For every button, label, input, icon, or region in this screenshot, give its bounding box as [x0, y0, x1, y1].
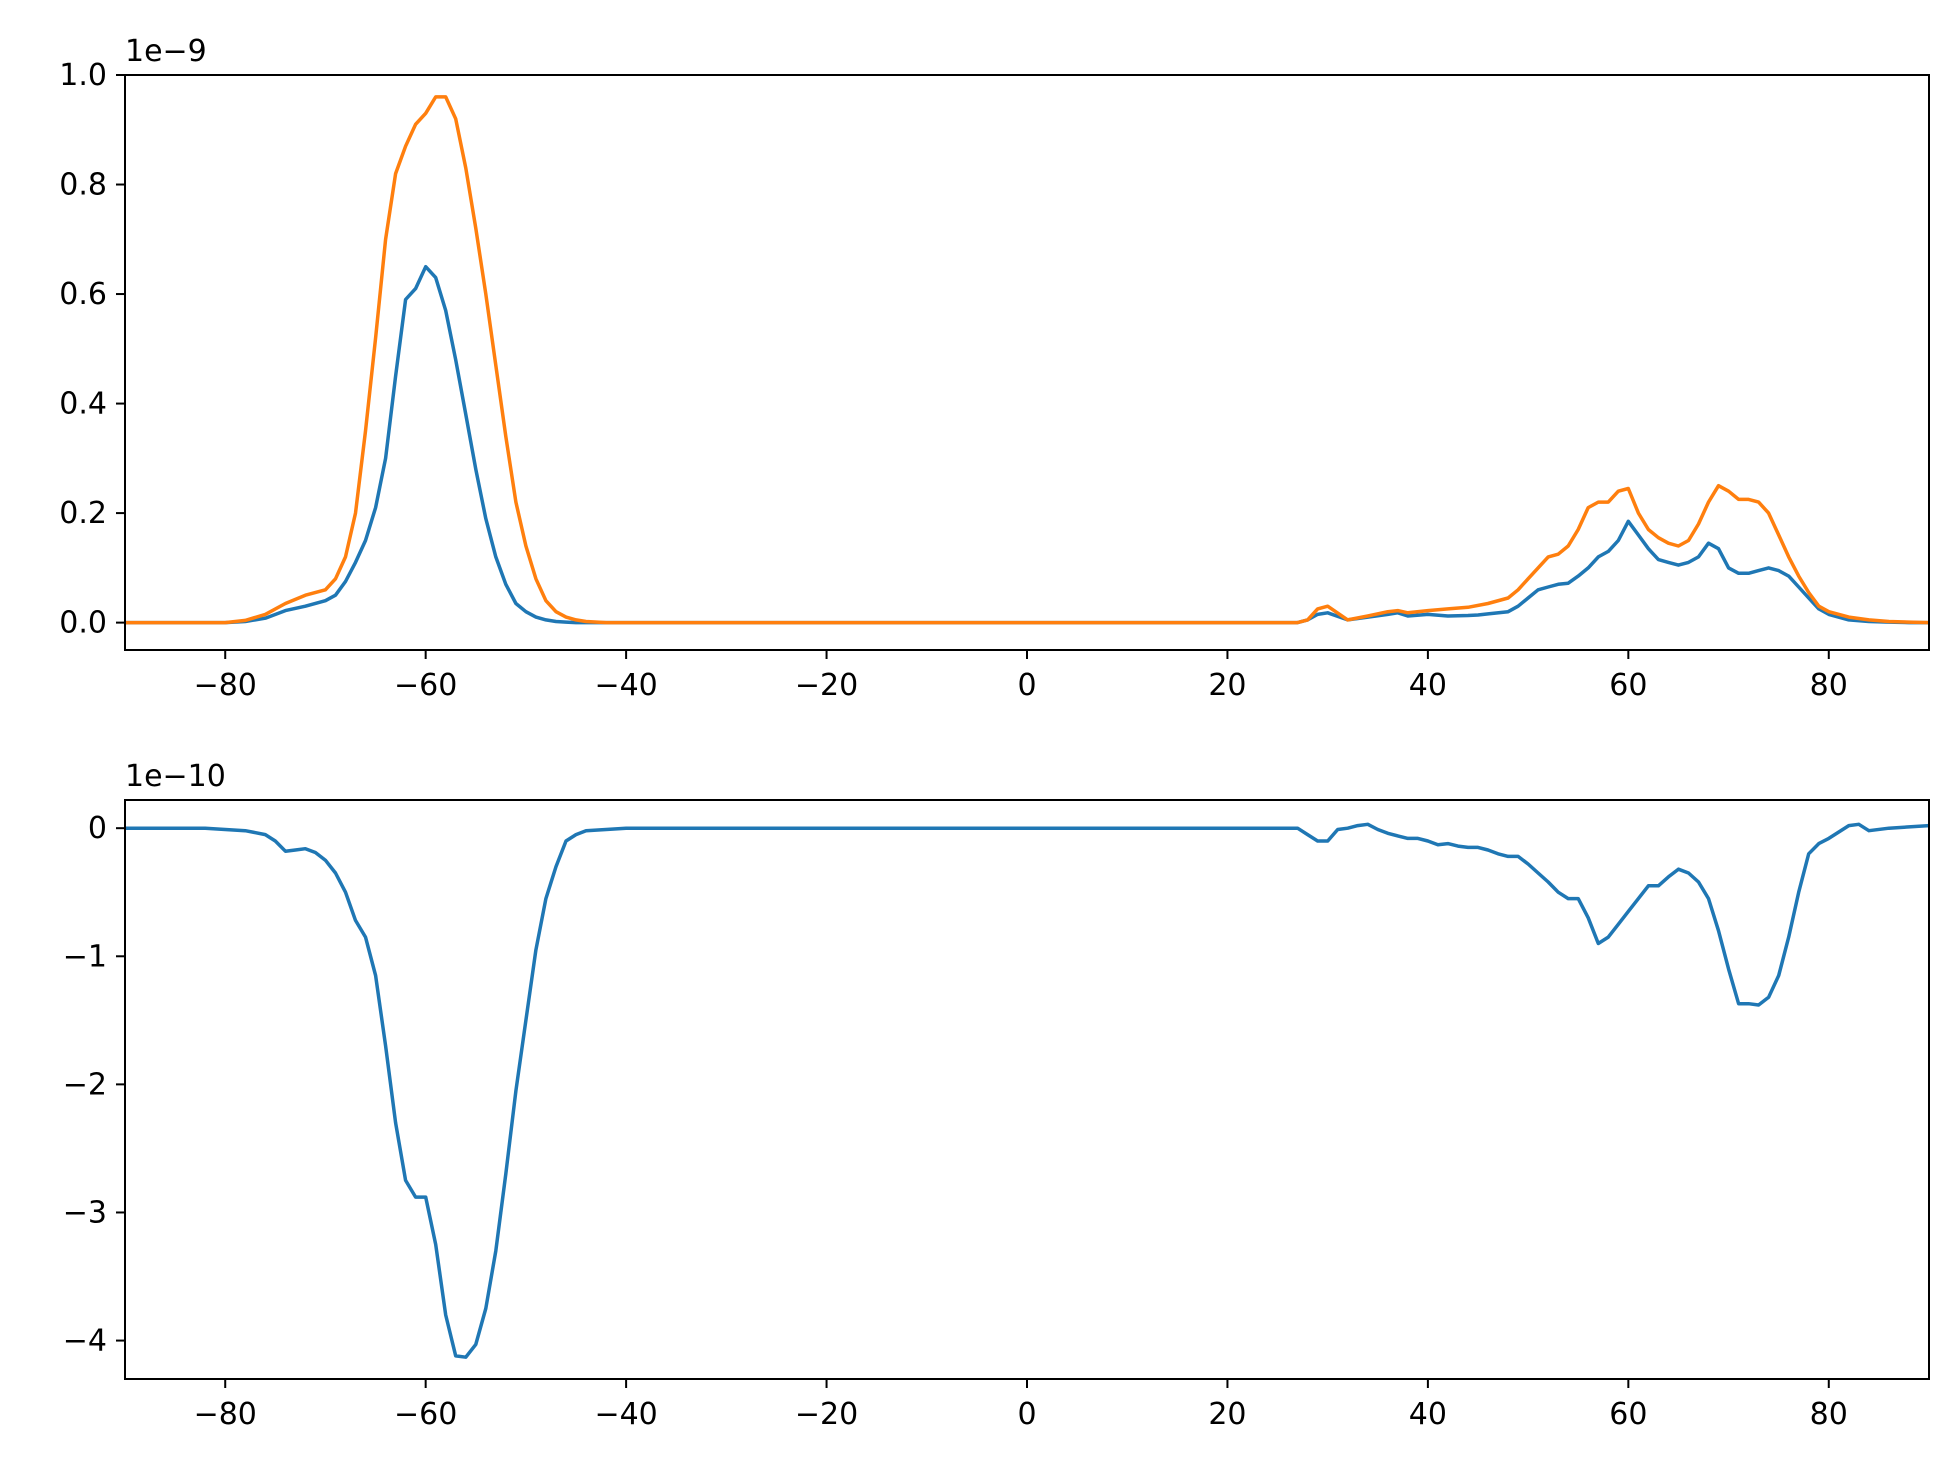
y-offset-label: 1e−9: [125, 34, 207, 69]
y-tick-label: −1: [63, 939, 107, 974]
x-tick-label: 20: [1208, 668, 1246, 703]
y-tick-label: 0.8: [59, 168, 107, 203]
y-tick-label: −2: [63, 1067, 107, 1102]
x-tick-label: 60: [1609, 1397, 1647, 1432]
x-tick-label: −80: [194, 1397, 257, 1432]
x-tick-label: −40: [594, 668, 657, 703]
series-line-1: [125, 822, 1929, 1359]
x-tick-label: −20: [795, 668, 858, 703]
bottom-panel: −80 −60 −40 −20 0 20 40 60 80 0 −1 −2 −3 −4 1e−10: [63, 759, 1930, 1432]
y-tick-label: −3: [63, 1195, 107, 1230]
x-tick-label: 40: [1409, 1397, 1447, 1432]
x-tick-label: −60: [394, 668, 457, 703]
y-tick-label: 1.0: [59, 58, 107, 93]
y-offset-label: 1e−10: [125, 759, 226, 794]
x-tick-label: 80: [1810, 668, 1848, 703]
x-tick-label: −80: [194, 668, 257, 703]
series-group: [125, 95, 1929, 625]
y-tick-label: 0.2: [59, 496, 107, 531]
x-tick-label: 60: [1609, 668, 1647, 703]
y-tick-label: 0.0: [59, 606, 107, 641]
axes-frame: [124, 74, 1930, 651]
x-tick-label: −60: [394, 1397, 457, 1432]
x-tick-label: 80: [1810, 1397, 1848, 1432]
x-tick-label: 0: [1017, 1397, 1036, 1432]
x-tick-label: −40: [594, 1397, 657, 1432]
x-tick-label: 0: [1017, 668, 1036, 703]
x-tick-label: 40: [1409, 668, 1447, 703]
x-tick-label: −20: [795, 1397, 858, 1432]
y-tick-label: 0: [88, 811, 107, 846]
series-line-1: [125, 264, 1929, 625]
series-line-2: [125, 95, 1929, 625]
y-tick-label: 0.4: [59, 387, 107, 422]
series-group: [125, 822, 1929, 1359]
top-panel: −80 −60 −40 −20 0 20 40 60 80 0.0 0.2 0.4 0.6 0.8 1.0 1…: [59, 34, 1930, 703]
y-tick-label: 0.6: [59, 277, 107, 312]
y-tick-label: −4: [63, 1324, 107, 1359]
x-tick-label: 20: [1208, 1397, 1246, 1432]
